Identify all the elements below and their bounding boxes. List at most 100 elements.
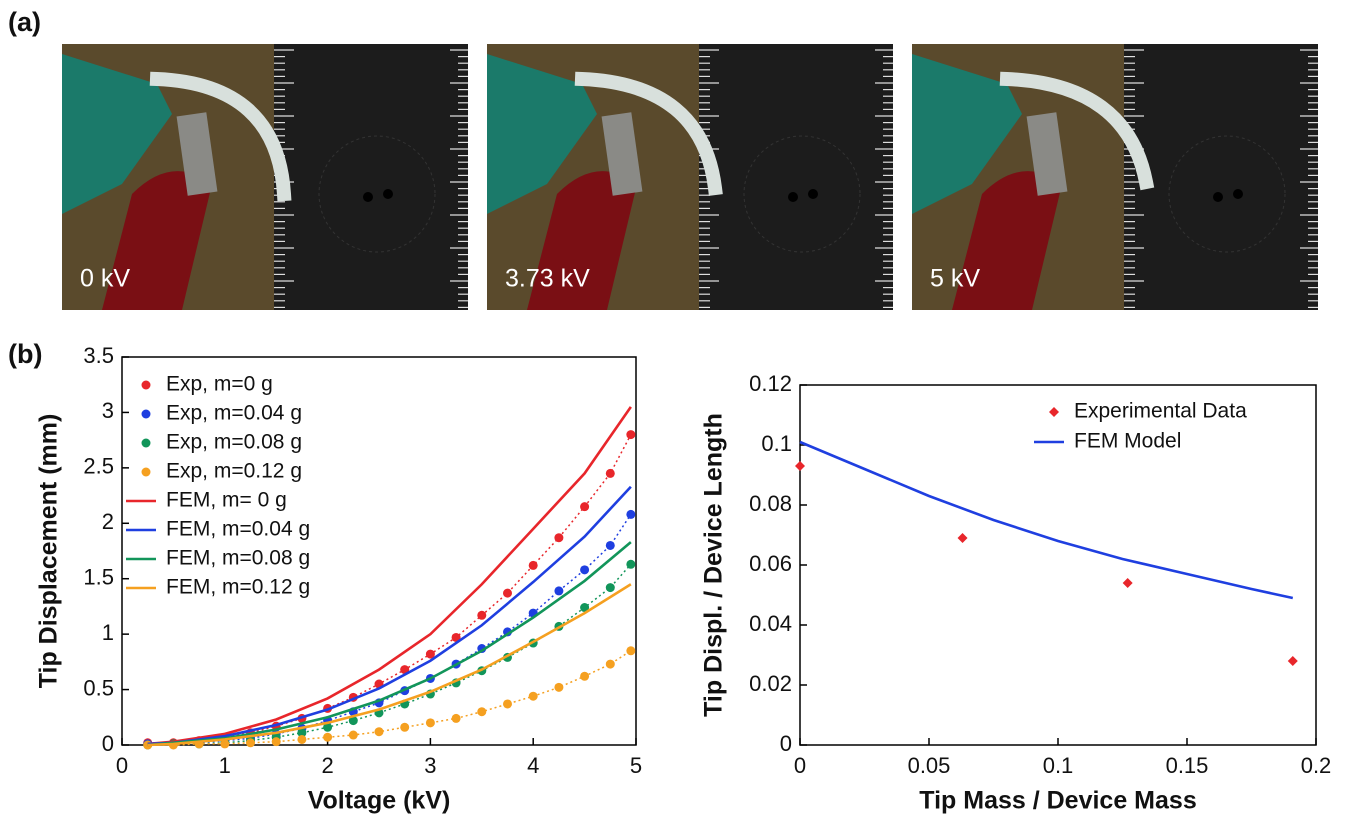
data-point <box>626 430 636 440</box>
y-tick-label: 1 <box>102 620 114 645</box>
series <box>147 583 632 747</box>
data-point <box>141 467 151 477</box>
ruler-hole <box>383 189 393 199</box>
teal-clip <box>62 54 172 214</box>
data-point <box>1122 578 1133 588</box>
actuator-strip <box>149 71 292 202</box>
chart: 0 1 2 3 4 5 0 0.5 1 1.5 2 2.5 3 3.5 Voltage (kV) Tip Di… <box>35 343 643 815</box>
data-point <box>605 468 615 478</box>
data-point <box>1287 656 1298 666</box>
teal-clip <box>487 54 597 214</box>
data-point <box>605 659 615 669</box>
data-point <box>626 559 636 569</box>
ruler-hole <box>363 192 373 202</box>
x-tick-label: 1 <box>219 753 231 778</box>
ruler <box>699 44 893 310</box>
y-axis-title: Tip Displacement (mm) <box>35 414 63 689</box>
photo-label: 0 kV <box>80 265 130 293</box>
red-clip <box>527 171 637 310</box>
data-point <box>580 565 590 575</box>
data-point <box>605 583 615 593</box>
plot-frame <box>121 356 637 746</box>
x-tick-label: 0.15 <box>1166 753 1209 778</box>
data-point <box>626 509 636 519</box>
data-point <box>580 671 590 681</box>
data-point <box>477 707 487 717</box>
x-tick-label: 0 <box>794 753 806 778</box>
photo: 5 kV <box>912 44 1318 310</box>
x-tick-label: 4 <box>527 753 539 778</box>
data-point <box>374 727 384 737</box>
series <box>147 406 632 746</box>
actuator-strip <box>574 71 723 196</box>
photo-content <box>487 44 893 310</box>
y-tick-label: 0.06 <box>749 551 792 576</box>
x-axis-title: Tip Mass / Device Mass <box>919 787 1196 815</box>
y-tick-label: 0 <box>780 731 792 756</box>
fem-line <box>147 583 632 747</box>
ruler-hole <box>808 189 818 199</box>
ruler-hole <box>788 192 798 202</box>
dotted-line <box>147 650 632 746</box>
data-point <box>323 722 333 732</box>
photo-label: 3.73 kV <box>505 265 590 293</box>
y-tick-label: 3 <box>102 398 114 423</box>
series <box>799 440 1294 600</box>
data-point <box>554 586 564 596</box>
data-point <box>271 737 281 747</box>
ruler <box>274 44 468 310</box>
data-point <box>323 732 333 742</box>
photo-label: 5 kV <box>930 265 980 293</box>
data-point <box>141 409 151 419</box>
data-point <box>348 716 358 726</box>
data-point <box>554 682 564 692</box>
legend-label: Exp, m=0.04 g <box>166 402 302 425</box>
data-point <box>580 502 590 512</box>
data-point <box>141 380 151 390</box>
legend-entry: FEM, m=0.12 g <box>126 576 310 599</box>
data-point <box>425 718 435 728</box>
y-tick-label: 2 <box>102 509 114 534</box>
x-tick-label: 5 <box>630 753 642 778</box>
data-point <box>528 691 538 701</box>
y-tick-label: 2.5 <box>83 454 114 479</box>
legend-label: FEM Model <box>1074 430 1181 453</box>
plot-frame <box>799 384 1317 746</box>
y-tick-label: 0.1 <box>761 431 792 456</box>
legend-entry: FEM, m= 0 g <box>126 489 287 512</box>
legend-label: Exp, m=0.08 g <box>166 431 302 454</box>
fem-line <box>147 485 632 746</box>
y-tick-label: 3.5 <box>83 343 114 368</box>
y-tick-label: 0 <box>102 731 114 756</box>
x-tick-label: 2 <box>321 753 333 778</box>
y-tick-label: 0.08 <box>749 491 792 516</box>
legend-label: FEM, m=0.04 g <box>166 518 310 541</box>
data-point <box>297 728 307 738</box>
data-point <box>477 610 487 620</box>
series <box>143 646 636 750</box>
actuator-strip <box>999 71 1155 191</box>
data-point <box>425 649 435 659</box>
data-point <box>220 739 230 749</box>
ruler-circle <box>1168 135 1286 253</box>
legend-entry: FEM Model <box>1034 430 1181 453</box>
x-axis-title: Voltage (kV) <box>308 787 451 815</box>
legend-entry: FEM, m=0.08 g <box>126 547 310 570</box>
data-point <box>246 738 255 748</box>
data-point <box>400 665 410 675</box>
data-point <box>605 540 615 550</box>
series <box>795 461 1298 666</box>
series <box>147 485 632 746</box>
x-tick-label: 0 <box>116 753 128 778</box>
legend-entry: Exp, m=0.04 g <box>141 402 302 425</box>
x-tick-label: 0.2 <box>1301 753 1332 778</box>
data-point <box>795 461 805 471</box>
data-point <box>528 560 538 570</box>
fem-line <box>799 440 1294 600</box>
y-tick-label: 0.02 <box>749 671 792 696</box>
legend-label: Exp, m=0.12 g <box>166 460 302 483</box>
data-point <box>554 533 564 543</box>
legend-entry: FEM, m=0.04 g <box>126 518 310 541</box>
fem-line <box>147 406 632 746</box>
